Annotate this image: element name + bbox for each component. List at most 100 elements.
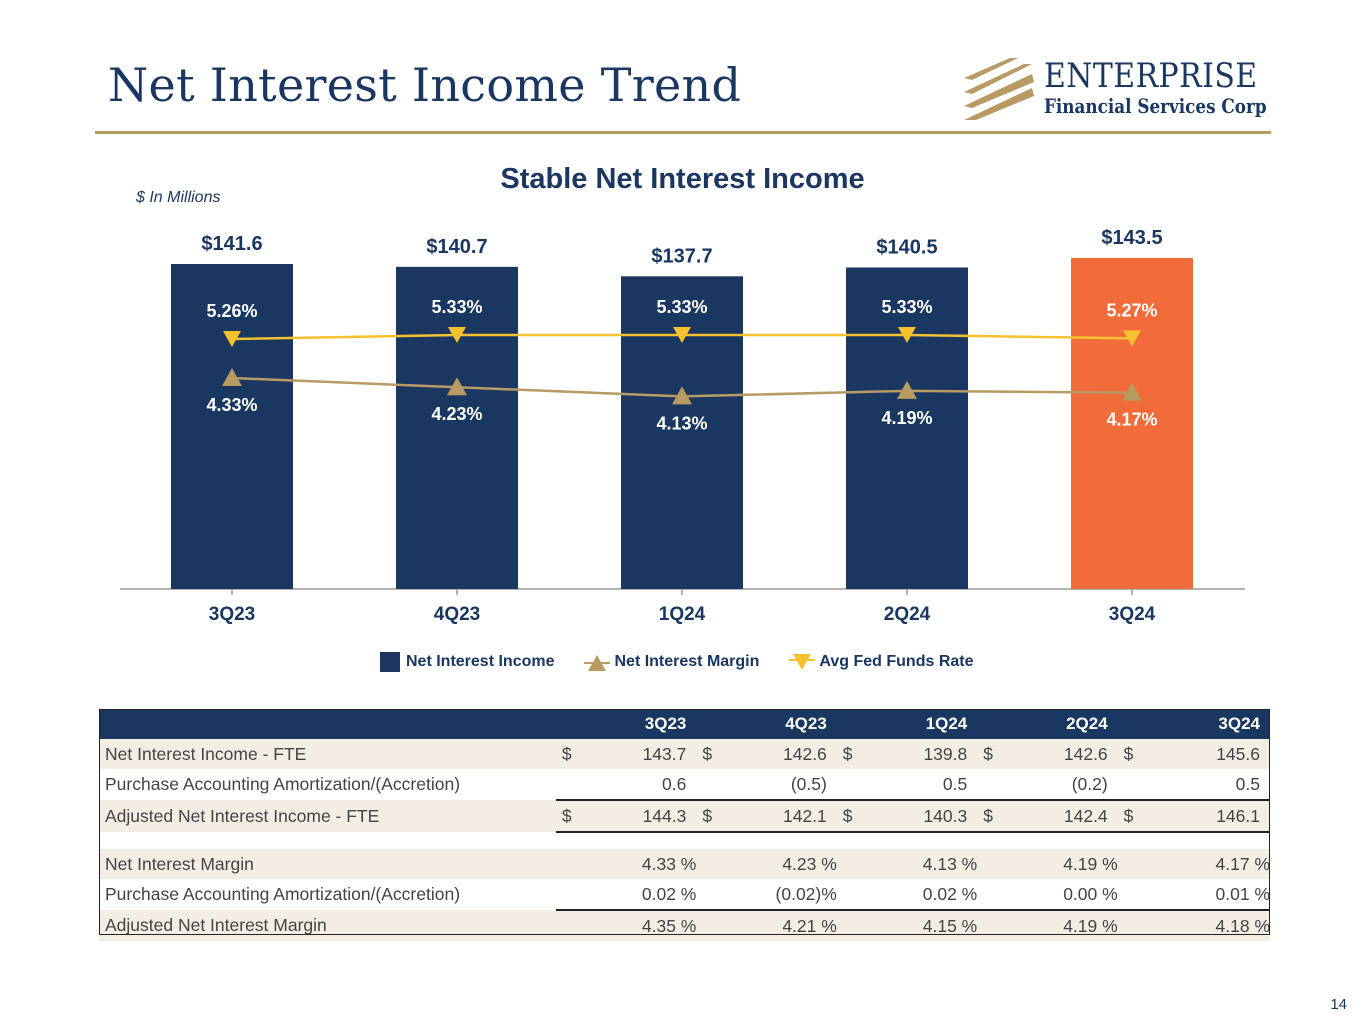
table-row: Net Interest Income - FTE $ 143.7 $ 142.… [99,739,1270,769]
marker-nim-3Q24 [1122,382,1142,401]
row-label: Net Interest Margin [99,849,556,879]
table-cell: 4.18 % [1117,910,1270,941]
marker-fed-4Q23 [448,327,466,344]
chart-title: Stable Net Interest Income [500,163,865,195]
table-cell: 4.23 % [696,849,837,879]
legend-label-fed: Avg Fed Funds Rate [819,653,974,670]
marker-fed-3Q23 [223,331,241,347]
title-divider [95,131,1271,134]
table-cell: 0.5 [868,769,978,801]
bar-nii-3Q24 [1071,258,1193,589]
table-cell: 142.6 [1008,739,1118,769]
table-cell: 4.17 % [1117,849,1270,879]
chart-legend: Net Interest Income Net Interest Margin … [380,652,1004,672]
legend-swatch-nii [380,652,400,672]
marker-fed-2Q24 [898,327,916,344]
x-tick-label-4Q23: 4Q23 [434,604,480,625]
x-tick-label-3Q24: 3Q24 [1109,604,1156,625]
table-cell: 4.15 % [836,910,978,941]
triangle-up-icon [584,655,611,671]
column-header: 3Q24 [1117,709,1270,739]
marker-nim-2Q24 [897,380,917,399]
nim-label-2Q24: 4.19% [881,408,932,428]
dollar-sign: $ [696,739,728,769]
table-cell: 145.6 [1149,739,1270,769]
nii-table: 3Q23 4Q23 1Q24 2Q24 3Q24 Net Interest In… [99,709,1270,941]
table-cell: 0.5 [1149,769,1270,801]
row-label: Net Interest Income - FTE [99,739,556,769]
dollar-sign: $ [836,800,869,833]
fed-label-3Q23: 5.26% [206,301,257,321]
table-cell: 0.00 % [977,879,1118,911]
table-cell: 143.7 [587,739,697,769]
marker-nim-4Q23 [447,377,467,396]
table-row: Purchase Accounting Amortization/(Accret… [99,879,1270,911]
x-tick-label-2Q24: 2Q24 [884,604,931,625]
marker-fed-3Q24 [1123,330,1141,347]
table-cell: 139.8 [868,739,978,769]
bar-nii-3Q23 [171,264,293,589]
bar-label-4Q23: $140.7 [426,236,487,258]
table-cell: 0.02 % [555,879,697,911]
row-label: Purchase Accounting Amortization/(Accret… [105,884,461,904]
column-header: 3Q23 [555,709,697,739]
fed-label-4Q23: 5.33% [431,297,482,317]
legend-item-fed: Avg Fed Funds Rate [789,652,974,672]
column-header: 1Q24 [836,709,978,739]
table-cell: 142.4 [1008,800,1118,833]
fed-label-2Q24: 5.33% [881,297,932,317]
table-cell: (0.5) [728,769,837,801]
table-cell: 4.19 % [977,849,1118,879]
nii-chart: $141.6 3Q23 $140.7 4Q23 $137.7 1Q24 $140.5 2Q24… [120,227,1245,625]
logo-wordmark: ENTERPRISE [1044,56,1258,96]
table-cell: 142.6 [728,739,837,769]
bar-nii-2Q24 [846,267,968,589]
company-logo: ENTERPRISE Financial Services Corp [962,56,1274,122]
nim-label-4Q23: 4.23% [431,404,482,424]
fed-label-3Q24: 5.27% [1106,300,1157,320]
x-tick-label-3Q23: 3Q23 [209,604,255,625]
marker-nim-1Q24 [672,386,692,405]
dollar-sign: $ [977,800,1009,833]
row-label: Purchase Accounting Amortization/(Accret… [105,774,461,794]
dollar-sign: $ [1117,800,1150,833]
x-tick-label-1Q24: 1Q24 [659,604,706,625]
table-cell: (0.02)% [696,879,837,911]
column-header: 4Q23 [696,709,837,739]
table-spacer [99,832,1270,849]
marker-fed-1Q24 [673,327,691,344]
legend-item-nim: Net Interest Margin [584,652,759,672]
dollar-sign: $ [696,800,728,833]
table-cell: 4.13 % [836,849,978,879]
table-row: Adjusted Net Interest Income - FTE $ 144… [99,800,1270,833]
bar-label-1Q24: $137.7 [651,245,712,267]
legend-label-nim: Net Interest Margin [614,653,760,670]
table-row: Net Interest Margin 4.33 % 4.23 % 4.13 %… [99,849,1270,879]
legend-label-nii: Net Interest Income [406,653,555,670]
row-label: Adjusted Net Interest Margin [99,910,556,941]
bar-label-3Q24: $143.5 [1101,227,1162,249]
table-header-blank [99,709,556,739]
table-cell: 4.35 % [555,910,697,941]
dollar-sign: $ [977,739,1009,769]
page-title: Net Interest Income Trend [108,58,742,112]
marker-nim-3Q23 [222,368,242,386]
table-cell: 146.1 [1149,800,1270,833]
dollar-sign: $ [836,739,869,769]
nim-label-1Q24: 4.13% [656,413,707,433]
nim-label-3Q23: 4.33% [206,395,257,415]
dollar-sign: $ [1117,739,1150,769]
bar-nii-4Q23 [396,266,518,589]
triangle-down-icon [789,654,816,670]
table-row: Purchase Accounting Amortization/(Accret… [99,769,1270,801]
units-note: $ In Millions [136,189,221,206]
table-cell: 0.02 % [836,879,978,911]
table-cell: 0.6 [587,769,697,801]
dollar-sign: $ [555,739,588,769]
table-header-row: 3Q23 4Q23 1Q24 2Q24 3Q24 [99,709,1270,739]
row-label: Adjusted Net Interest Income - FTE [99,800,556,832]
table-cell: 4.21 % [696,910,837,941]
table-row: Adjusted Net Interest Margin 4.35 % 4.21… [99,910,1270,941]
dollar-sign: $ [555,800,588,833]
bar-label-3Q23: $141.6 [201,233,262,255]
